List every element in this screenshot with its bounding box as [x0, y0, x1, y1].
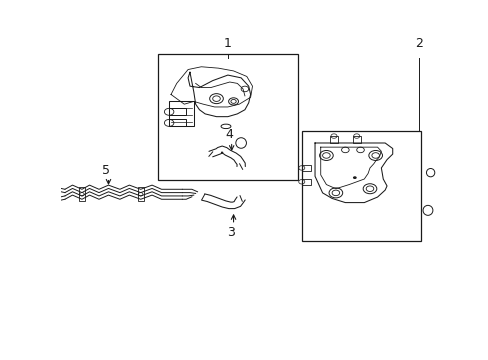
Bar — [169, 108, 186, 115]
Bar — [329, 136, 337, 143]
Bar — [301, 179, 311, 185]
Text: 5: 5 — [102, 164, 110, 177]
Circle shape — [352, 176, 356, 179]
Bar — [79, 187, 85, 201]
Text: 2: 2 — [414, 37, 422, 50]
Text: 1: 1 — [224, 37, 231, 50]
Bar — [158, 54, 297, 180]
Text: 4: 4 — [224, 128, 232, 141]
Bar — [301, 131, 420, 242]
Bar — [301, 165, 311, 171]
Bar — [138, 187, 143, 201]
Text: 3: 3 — [226, 226, 234, 239]
Bar — [169, 120, 186, 126]
Bar — [169, 102, 193, 126]
Bar — [352, 136, 360, 143]
